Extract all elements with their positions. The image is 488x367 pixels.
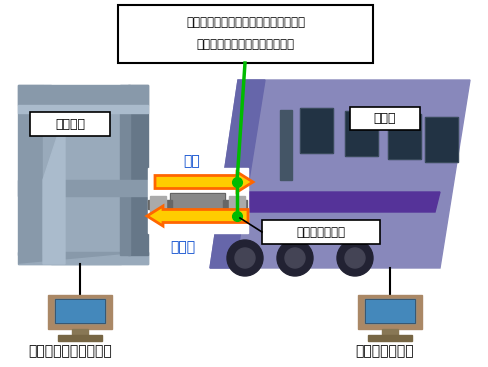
Bar: [424, 117, 457, 162]
Bar: [55, 299, 105, 323]
FancyArrow shape: [147, 206, 247, 226]
Bar: [262, 220, 379, 244]
Bar: [364, 299, 414, 323]
Text: ともに車体間力の影響を受ける: ともに車体間力の影響を受ける: [196, 39, 294, 51]
Bar: [18, 85, 148, 105]
Bar: [387, 114, 420, 159]
Bar: [48, 295, 112, 329]
Text: 軌道不整を入力: 軌道不整を入力: [355, 344, 413, 358]
Bar: [120, 85, 130, 255]
Bar: [228, 196, 244, 213]
Polygon shape: [209, 80, 264, 268]
Circle shape: [276, 240, 312, 276]
Text: 変位: 変位: [183, 154, 200, 168]
Bar: [170, 193, 224, 219]
Bar: [148, 168, 247, 233]
Bar: [18, 180, 148, 196]
Bar: [299, 108, 332, 153]
Bar: [367, 335, 411, 341]
Bar: [128, 85, 148, 255]
Bar: [18, 105, 148, 113]
Text: 仮想車両: 仮想車両: [55, 119, 85, 131]
Bar: [387, 114, 420, 159]
Text: 軌条輪加振装置: 軌条輪加振装置: [296, 225, 345, 239]
Bar: [349, 107, 419, 130]
Polygon shape: [209, 80, 469, 268]
Bar: [51, 113, 121, 264]
Bar: [345, 111, 377, 156]
Bar: [280, 110, 291, 180]
Bar: [72, 329, 88, 336]
Text: 発生力: 発生力: [170, 240, 195, 254]
Bar: [364, 299, 414, 323]
Bar: [299, 108, 332, 153]
Bar: [170, 193, 224, 219]
Bar: [148, 200, 172, 209]
Circle shape: [235, 248, 254, 268]
Bar: [381, 329, 397, 336]
Circle shape: [336, 240, 372, 276]
FancyArrow shape: [155, 172, 252, 192]
Bar: [223, 200, 246, 209]
Bar: [150, 196, 165, 213]
Bar: [424, 117, 457, 162]
Bar: [55, 299, 105, 323]
Circle shape: [285, 248, 305, 268]
Bar: [357, 295, 421, 329]
Bar: [18, 85, 43, 255]
Bar: [43, 85, 51, 255]
Polygon shape: [18, 252, 148, 264]
Bar: [30, 112, 110, 136]
Text: 実車両・仮想車両（シミュレーター）: 実車両・仮想車両（シミュレーター）: [185, 15, 305, 29]
Circle shape: [345, 248, 364, 268]
Text: 実車両: 実車両: [373, 113, 395, 126]
Bar: [58, 335, 102, 341]
Bar: [18, 252, 148, 264]
Polygon shape: [231, 192, 439, 212]
Text: 実時間シミュレーター: 実時間シミュレーター: [28, 344, 112, 358]
Bar: [345, 111, 377, 156]
Circle shape: [226, 240, 263, 276]
Bar: [118, 5, 372, 63]
Polygon shape: [43, 113, 65, 264]
